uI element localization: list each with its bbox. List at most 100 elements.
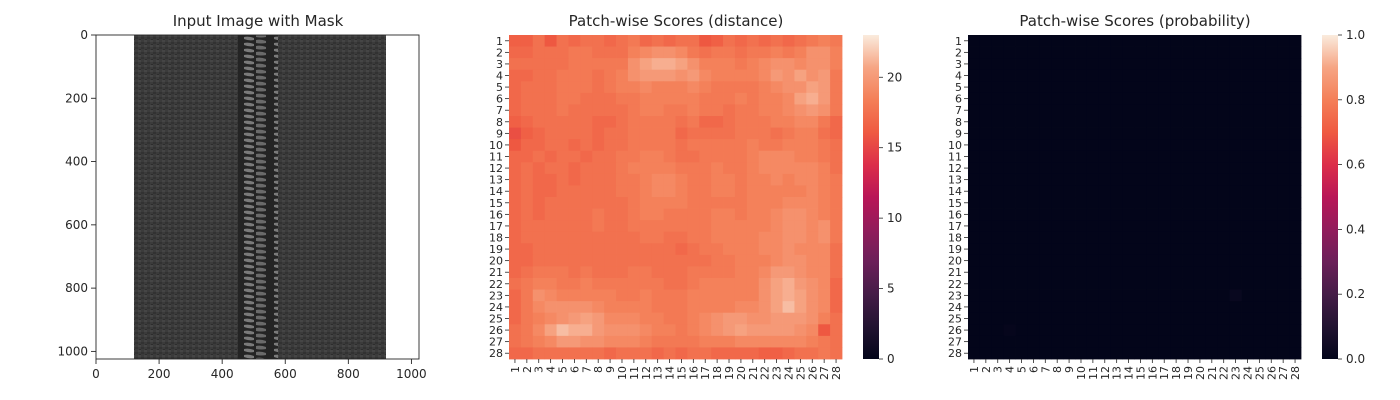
heatmap-cell [687, 150, 700, 163]
heatmap-cell [1205, 312, 1219, 325]
heatmap-cell [1134, 116, 1147, 128]
heatmap-cell [1015, 220, 1028, 233]
heatmap-cell [1122, 289, 1135, 302]
heatmap-cell [556, 35, 569, 47]
heatmap-cell [830, 81, 843, 94]
heatmap-cell [1051, 46, 1064, 59]
heatmap-cell [616, 185, 629, 198]
heatmap-cell [1253, 197, 1266, 209]
heatmap-cell [532, 220, 546, 233]
heatmap-cell [1289, 220, 1302, 233]
heatmap-cell [1277, 104, 1290, 117]
heatmap-cell [663, 69, 676, 82]
heatmap-cell [544, 127, 557, 140]
heatmap-cell [1027, 208, 1040, 221]
heatmap-cell [699, 92, 712, 105]
heatmap-cell [1003, 58, 1016, 71]
heatmap-cell [1063, 347, 1076, 360]
heatmap-cell [711, 150, 724, 163]
heatmap-cell [1205, 46, 1219, 59]
heatmap-cell [794, 301, 807, 314]
heatmap-cell [616, 127, 629, 140]
heatmap-cell [1027, 139, 1040, 152]
heatmap-cell [1289, 35, 1302, 47]
heatmap-cell [687, 208, 700, 221]
heatmap-cell [968, 243, 981, 256]
heatmap-cell [1277, 266, 1290, 279]
heatmap-cell [758, 116, 772, 128]
heatmap-cell [604, 127, 617, 140]
heatmap-cell [818, 289, 831, 302]
heatmap-cell [1063, 197, 1076, 209]
heatmap-cell [520, 35, 534, 47]
heatmap-y-tick-label: 2 [955, 46, 962, 59]
heatmap-cell [1086, 266, 1100, 279]
heatmap-cell [687, 69, 700, 82]
heatmap-cell [734, 92, 748, 105]
heatmap-cell [1098, 197, 1112, 209]
heatmap-cell [1086, 231, 1100, 244]
heatmap-cell [746, 81, 760, 94]
heatmap-cell [830, 46, 843, 59]
heatmap-cell [734, 347, 748, 360]
heatmap-cell [1122, 173, 1135, 186]
heatmap-cell [520, 150, 534, 163]
heatmap-cell [1241, 289, 1254, 302]
heatmap-cell [592, 69, 605, 82]
heatmap-cell [1134, 301, 1147, 314]
heatmap-cell [711, 35, 724, 47]
heatmap-cell [1075, 116, 1088, 128]
heatmap-cell [1158, 81, 1171, 94]
heatmap-cell [532, 266, 546, 279]
heatmap-cell [1086, 46, 1100, 59]
heatmap-cell [568, 69, 581, 82]
heatmap-cell [723, 208, 736, 221]
heatmap-cell [1098, 46, 1112, 59]
heatmap-cell [991, 324, 1005, 337]
heatmap-cell [663, 254, 676, 267]
heatmap-cell [1241, 266, 1254, 279]
heatmap-cell [1217, 278, 1231, 290]
heatmap-cell [1241, 69, 1254, 82]
image-y-tick-label: 1000 [57, 344, 88, 358]
heatmap-cell [627, 185, 641, 198]
heatmap-cell [723, 116, 736, 128]
heatmap-cell [592, 335, 605, 348]
heatmap-cell [1277, 150, 1290, 163]
heatmap-cell [1193, 208, 1207, 221]
heatmap-cell [616, 139, 629, 152]
heatmap-cell [1241, 92, 1254, 105]
heatmap-cell [1134, 312, 1147, 325]
heatmap-cell [687, 254, 700, 267]
heatmap-cell [782, 58, 795, 71]
heatmap-cell [1122, 162, 1135, 175]
heatmap-cell [651, 312, 664, 325]
heatmap-cell [627, 58, 641, 71]
heatmap-cell [734, 127, 748, 140]
heatmap-cell [520, 185, 534, 198]
heatmap-cell [639, 289, 653, 302]
heatmap-cell [1158, 324, 1171, 337]
heatmap-cell [1170, 46, 1183, 59]
heatmap-cell [1075, 301, 1088, 314]
heatmap-cell [818, 58, 831, 71]
heatmap-cell [1039, 58, 1052, 71]
heatmap-cell [782, 69, 795, 82]
heatmap-y-tick-label: 12 [489, 162, 503, 175]
heatmap-cell [687, 335, 700, 348]
heatmap-cell [1075, 254, 1088, 267]
heatmap-x-tick-label: 26 [1265, 366, 1278, 380]
heatmap-cell [1193, 150, 1207, 163]
heatmap-cell [520, 162, 534, 175]
heatmap-cell [663, 58, 676, 71]
heatmap-cell [1241, 347, 1254, 360]
heatmap-cell [1051, 150, 1064, 163]
heatmap-cell [639, 312, 653, 325]
heatmap-cell [520, 220, 534, 233]
heatmap-cell [1217, 289, 1231, 302]
heatmap-cell [782, 254, 795, 267]
heatmap-cell [968, 35, 981, 47]
heatmap-cell [770, 324, 783, 337]
heatmap-cell [639, 116, 653, 128]
probability-heatmap-cells [968, 35, 1302, 360]
